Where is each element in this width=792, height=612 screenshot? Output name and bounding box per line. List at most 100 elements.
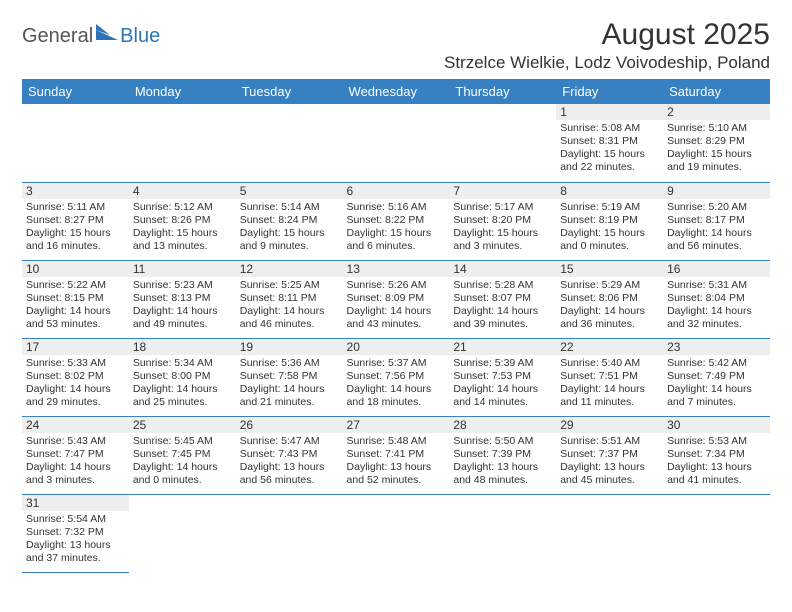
day-details: Sunrise: 5:37 AMSunset: 7:56 PMDaylight:… [343,355,450,411]
day-details: Sunrise: 5:19 AMSunset: 8:19 PMDaylight:… [556,199,663,255]
calendar-cell: 26Sunrise: 5:47 AMSunset: 7:43 PMDayligh… [236,416,343,494]
day-number: 9 [663,183,770,199]
title-block: August 2025 Strzelce Wielkie, Lodz Voivo… [444,18,770,73]
logo-icon [96,24,118,45]
calendar-cell: 21Sunrise: 5:39 AMSunset: 7:53 PMDayligh… [449,338,556,416]
location: Strzelce Wielkie, Lodz Voivodeship, Pola… [444,53,770,73]
day-details: Sunrise: 5:54 AMSunset: 7:32 PMDaylight:… [22,511,129,567]
calendar-cell: 30Sunrise: 5:53 AMSunset: 7:34 PMDayligh… [663,416,770,494]
day-number: 5 [236,183,343,199]
day-number: 25 [129,417,236,433]
day-number: 21 [449,339,556,355]
day-number: 26 [236,417,343,433]
day-details: Sunrise: 5:23 AMSunset: 8:13 PMDaylight:… [129,277,236,333]
calendar-cell: .. [129,104,236,182]
day-details: Sunrise: 5:47 AMSunset: 7:43 PMDaylight:… [236,433,343,489]
day-details: Sunrise: 5:42 AMSunset: 7:49 PMDaylight:… [663,355,770,411]
day-number: 15 [556,261,663,277]
calendar-cell: 4Sunrise: 5:12 AMSunset: 8:26 PMDaylight… [129,182,236,260]
calendar-cell: .. [449,104,556,182]
day-number: 27 [343,417,450,433]
header: General Blue August 2025 Strzelce Wielki… [22,18,770,73]
day-details: Sunrise: 5:33 AMSunset: 8:02 PMDaylight:… [22,355,129,411]
day-number: 8 [556,183,663,199]
calendar-cell: 13Sunrise: 5:26 AMSunset: 8:09 PMDayligh… [343,260,450,338]
calendar-cell: 28Sunrise: 5:50 AMSunset: 7:39 PMDayligh… [449,416,556,494]
calendar-cell: 11Sunrise: 5:23 AMSunset: 8:13 PMDayligh… [129,260,236,338]
day-details: Sunrise: 5:14 AMSunset: 8:24 PMDaylight:… [236,199,343,255]
calendar-cell: 29Sunrise: 5:51 AMSunset: 7:37 PMDayligh… [556,416,663,494]
logo-text-blue: Blue [120,25,160,48]
calendar-cell: 27Sunrise: 5:48 AMSunset: 7:41 PMDayligh… [343,416,450,494]
calendar-cell: 5Sunrise: 5:14 AMSunset: 8:24 PMDaylight… [236,182,343,260]
calendar-cell: 3Sunrise: 5:11 AMSunset: 8:27 PMDaylight… [22,182,129,260]
day-number: 12 [236,261,343,277]
day-number: 29 [556,417,663,433]
day-number: 4 [129,183,236,199]
day-number: 3 [22,183,129,199]
calendar-cell: .. [663,494,770,572]
calendar-cell: 22Sunrise: 5:40 AMSunset: 7:51 PMDayligh… [556,338,663,416]
day-details: Sunrise: 5:45 AMSunset: 7:45 PMDaylight:… [129,433,236,489]
day-details: Sunrise: 5:10 AMSunset: 8:29 PMDaylight:… [663,120,770,176]
day-number: 11 [129,261,236,277]
day-details: Sunrise: 5:22 AMSunset: 8:15 PMDaylight:… [22,277,129,333]
day-number: 22 [556,339,663,355]
day-number: 20 [343,339,450,355]
day-details: Sunrise: 5:53 AMSunset: 7:34 PMDaylight:… [663,433,770,489]
day-number: 2 [663,104,770,120]
calendar-cell: 12Sunrise: 5:25 AMSunset: 8:11 PMDayligh… [236,260,343,338]
day-number: 28 [449,417,556,433]
day-details: Sunrise: 5:12 AMSunset: 8:26 PMDaylight:… [129,199,236,255]
calendar-cell: .. [343,104,450,182]
weekday-header: Wednesday [343,79,450,104]
calendar-cell: 25Sunrise: 5:45 AMSunset: 7:45 PMDayligh… [129,416,236,494]
day-details: Sunrise: 5:11 AMSunset: 8:27 PMDaylight:… [22,199,129,255]
calendar-cell: 17Sunrise: 5:33 AMSunset: 8:02 PMDayligh… [22,338,129,416]
calendar-cell: 19Sunrise: 5:36 AMSunset: 7:58 PMDayligh… [236,338,343,416]
day-details: Sunrise: 5:50 AMSunset: 7:39 PMDaylight:… [449,433,556,489]
day-number: 16 [663,261,770,277]
calendar-cell: 23Sunrise: 5:42 AMSunset: 7:49 PMDayligh… [663,338,770,416]
calendar-cell: .. [236,494,343,572]
weekday-header: Sunday [22,79,129,104]
calendar-cell: 14Sunrise: 5:28 AMSunset: 8:07 PMDayligh… [449,260,556,338]
day-number: 13 [343,261,450,277]
day-details: Sunrise: 5:16 AMSunset: 8:22 PMDaylight:… [343,199,450,255]
day-number: 1 [556,104,663,120]
day-details: Sunrise: 5:08 AMSunset: 8:31 PMDaylight:… [556,120,663,176]
day-details: Sunrise: 5:39 AMSunset: 7:53 PMDaylight:… [449,355,556,411]
calendar-cell: 31Sunrise: 5:54 AMSunset: 7:32 PMDayligh… [22,494,129,572]
weekday-header: Monday [129,79,236,104]
day-details: Sunrise: 5:28 AMSunset: 8:07 PMDaylight:… [449,277,556,333]
logo-text-general: General [22,25,93,48]
calendar-cell: 15Sunrise: 5:29 AMSunset: 8:06 PMDayligh… [556,260,663,338]
calendar-cell: .. [556,494,663,572]
calendar-cell: 20Sunrise: 5:37 AMSunset: 7:56 PMDayligh… [343,338,450,416]
day-number: 31 [22,495,129,511]
day-details: Sunrise: 5:25 AMSunset: 8:11 PMDaylight:… [236,277,343,333]
day-number: 18 [129,339,236,355]
day-number: 14 [449,261,556,277]
calendar-body: ..........1Sunrise: 5:08 AMSunset: 8:31 … [22,104,770,572]
day-details: Sunrise: 5:34 AMSunset: 8:00 PMDaylight:… [129,355,236,411]
calendar-head: SundayMondayTuesdayWednesdayThursdayFrid… [22,79,770,104]
day-number: 24 [22,417,129,433]
weekday-header: Saturday [663,79,770,104]
day-details: Sunrise: 5:20 AMSunset: 8:17 PMDaylight:… [663,199,770,255]
calendar-cell: .. [343,494,450,572]
calendar-cell: 7Sunrise: 5:17 AMSunset: 8:20 PMDaylight… [449,182,556,260]
day-number: 6 [343,183,450,199]
calendar-cell: 18Sunrise: 5:34 AMSunset: 8:00 PMDayligh… [129,338,236,416]
calendar-cell: 16Sunrise: 5:31 AMSunset: 8:04 PMDayligh… [663,260,770,338]
day-details: Sunrise: 5:17 AMSunset: 8:20 PMDaylight:… [449,199,556,255]
calendar-cell: 8Sunrise: 5:19 AMSunset: 8:19 PMDaylight… [556,182,663,260]
calendar-cell: 10Sunrise: 5:22 AMSunset: 8:15 PMDayligh… [22,260,129,338]
weekday-header: Thursday [449,79,556,104]
day-details: Sunrise: 5:43 AMSunset: 7:47 PMDaylight:… [22,433,129,489]
page-title: August 2025 [444,18,770,52]
weekday-header: Friday [556,79,663,104]
day-details: Sunrise: 5:40 AMSunset: 7:51 PMDaylight:… [556,355,663,411]
day-number: 10 [22,261,129,277]
day-details: Sunrise: 5:29 AMSunset: 8:06 PMDaylight:… [556,277,663,333]
